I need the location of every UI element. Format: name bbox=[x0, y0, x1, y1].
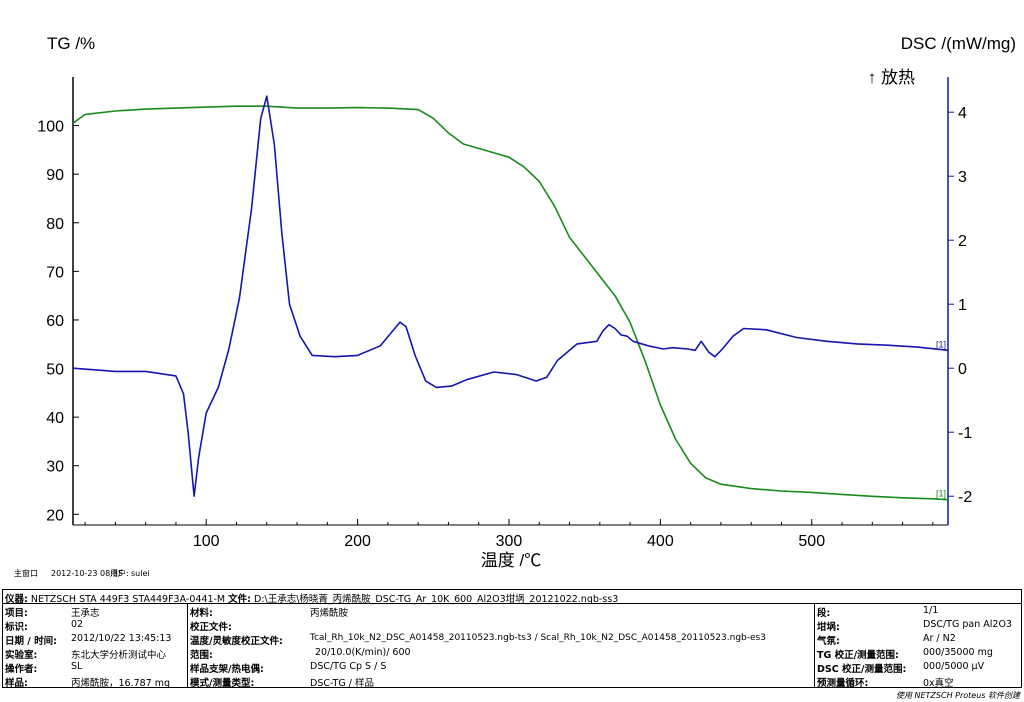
gas-label: 气氛: bbox=[817, 636, 840, 647]
x-tick-label: 400 bbox=[647, 533, 674, 550]
dsc-range-label: DSC 校正/测量范围: bbox=[817, 664, 907, 675]
left-tick-label: 60 bbox=[46, 313, 64, 330]
gas-value: Ar / N2 bbox=[923, 633, 956, 644]
instrument-value: NETZSCH STA 449F3 STA449F3A-0441-M bbox=[30, 594, 226, 605]
right-tick-label: -2 bbox=[958, 489, 972, 506]
instrument-label: 仪器: bbox=[5, 594, 28, 605]
operator-label: 操作者: bbox=[5, 664, 38, 675]
tg-curve-end-label: [1] bbox=[936, 489, 946, 499]
id-label: 标识: bbox=[5, 622, 28, 633]
holder-label: 样品支架/热电偶: bbox=[190, 664, 264, 675]
left-tick-label: 100 bbox=[37, 119, 64, 136]
segment-label: 段: bbox=[817, 608, 831, 619]
project-label: 项目: bbox=[5, 608, 28, 619]
left-tick-label: 40 bbox=[46, 410, 64, 427]
left-tick-label: 30 bbox=[46, 459, 64, 476]
range-label: 范围: bbox=[190, 650, 213, 661]
dsc-curve-end-label: [1] bbox=[936, 339, 946, 349]
temp-sens-file-label: 温度/灵敏度校正文件: bbox=[190, 636, 283, 647]
operator-value: SL bbox=[71, 661, 83, 672]
lab-value: 东北大学分析测试中心 bbox=[71, 650, 167, 661]
right-tick-label: 2 bbox=[958, 233, 967, 250]
file-value: D:\王承志\杨晓菁_丙烯酰胺_DSC-TG_Ar_10K_600_Al2O3坩… bbox=[254, 594, 619, 605]
left-tick-label: 20 bbox=[46, 507, 64, 524]
tg-range-label: TG 校正/测量范围: bbox=[817, 650, 899, 661]
id-value: 02 bbox=[71, 619, 84, 630]
software-footer: 使用 NETZSCH Proteus 软件创建 bbox=[895, 691, 1020, 700]
right-axis-title: DSC /(mW/mg) bbox=[901, 34, 1016, 53]
sample-value: 丙烯酰胺，16.787 mg bbox=[71, 678, 171, 689]
crucible-label: 坩埚: bbox=[817, 622, 840, 633]
material-label: 材料: bbox=[190, 608, 213, 619]
right-tick-label: -1 bbox=[958, 425, 972, 442]
dsc-range-value: 000/5000 µV bbox=[923, 661, 985, 672]
dsc-curve bbox=[72, 95, 949, 497]
segment-value: 1/1 bbox=[923, 605, 939, 616]
print-datetime: 2012-10-23 08:35 bbox=[51, 569, 123, 578]
tg-dsc-chart: 100 200 300 400 500 20 30 40 50 60 70 80 90 100 -2 -1 0 1… bbox=[14, 34, 1016, 578]
lab-label: 实验室: bbox=[5, 650, 38, 661]
temp-sens-file-value: Tcal_Rh_10k_N2_DSC_A01458_20110523.ngb-t… bbox=[310, 633, 766, 643]
date-label: 日期 / 时间: bbox=[5, 636, 57, 647]
left-tick-label: 90 bbox=[46, 167, 64, 184]
correction-file-label: 校正文件: bbox=[190, 622, 232, 633]
exothermic-annotation: ↑ 放热 bbox=[868, 68, 915, 87]
left-tick-label: 80 bbox=[46, 216, 64, 233]
left-axis-title: TG /% bbox=[47, 34, 95, 53]
right-tick-label: 3 bbox=[958, 169, 967, 186]
crucible-value: DSC/TG pan Al2O3 bbox=[923, 619, 1012, 630]
cycles-value: 0x真空 bbox=[923, 678, 954, 689]
x-tick-label: 300 bbox=[496, 533, 523, 550]
file-label: 文件: bbox=[228, 594, 251, 605]
right-tick-label: 4 bbox=[958, 105, 967, 122]
mode-value: DSC-TG / 样品 bbox=[310, 678, 374, 689]
mode-label: 模式/测量类型: bbox=[190, 678, 255, 689]
left-tick-label: 70 bbox=[46, 264, 64, 281]
user-label: 用户: bbox=[110, 568, 129, 578]
x-axis-title: 温度 /℃ bbox=[481, 551, 541, 570]
window-stamp: 主窗口 bbox=[14, 568, 38, 578]
range-value: 20/10.0(K/min)/ 600 bbox=[315, 647, 411, 658]
left-tick-label: 50 bbox=[46, 362, 64, 379]
measurement-info-panel: 仪器: NETZSCH STA 449F3 STA449F3A-0441-M 文… bbox=[2, 589, 1022, 689]
x-tick-label: 200 bbox=[344, 533, 371, 550]
project-value: 王承志 bbox=[71, 608, 100, 619]
right-tick-label: 1 bbox=[958, 297, 967, 314]
x-tick-label: 500 bbox=[798, 533, 825, 550]
sample-label: 样品: bbox=[5, 678, 28, 689]
cycles-label: 预测量循环: bbox=[817, 678, 869, 689]
date-value: 2012/10/22 13:45:13 bbox=[71, 633, 172, 644]
x-tick-label: 100 bbox=[193, 533, 220, 550]
holder-value: DSC/TG Cp S / S bbox=[310, 661, 387, 672]
user-name: sulei bbox=[131, 569, 150, 578]
tg-curve bbox=[72, 105, 949, 501]
right-tick-label: 0 bbox=[958, 361, 967, 378]
material-value: 丙烯酰胺 bbox=[310, 608, 349, 619]
tg-range-value: 000/35000 mg bbox=[923, 647, 993, 658]
